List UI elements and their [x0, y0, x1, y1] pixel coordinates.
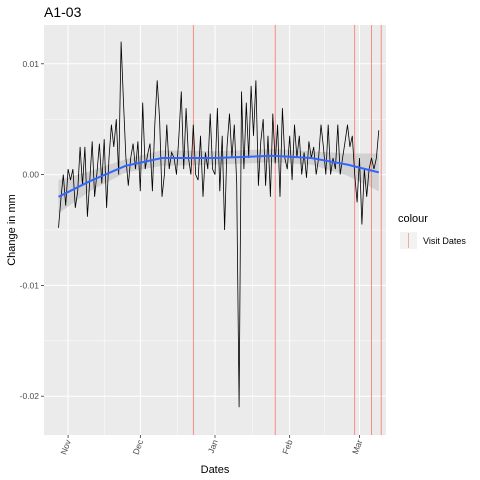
confidence-band	[58, 149, 379, 214]
y-tick-label: -0.01	[20, 280, 40, 290]
axis-ticks: 0.01 0.00 -0.01 -0.02 Nov Dec Jan Feb Mar	[20, 59, 365, 456]
chart-title: A1-03	[44, 4, 82, 20]
y-axis-title: Change in mm	[6, 194, 18, 266]
x-tick-label: Nov	[58, 438, 73, 456]
y-tick-label: 0.00	[22, 170, 39, 180]
visit-date-lines	[192, 25, 382, 435]
x-tick-label: Jan	[206, 438, 220, 455]
legend-label-visit-dates: Visit Dates	[423, 236, 466, 246]
legend: colour Visit Dates	[398, 213, 466, 249]
smooth-confidence-band	[58, 149, 379, 214]
smooth-trend-line	[58, 154, 380, 198]
x-tick-label: Dec	[131, 438, 146, 456]
x-tick-label: Feb	[280, 438, 294, 455]
raw-change-line	[58, 41, 380, 408]
y-tick-label: -0.02	[20, 391, 40, 401]
legend-title: colour	[398, 213, 428, 225]
data-series	[58, 41, 380, 408]
y-tick-label: 0.01	[22, 59, 39, 69]
x-axis-title: Dates	[201, 464, 230, 476]
x-tick-label: Mar	[350, 438, 364, 455]
